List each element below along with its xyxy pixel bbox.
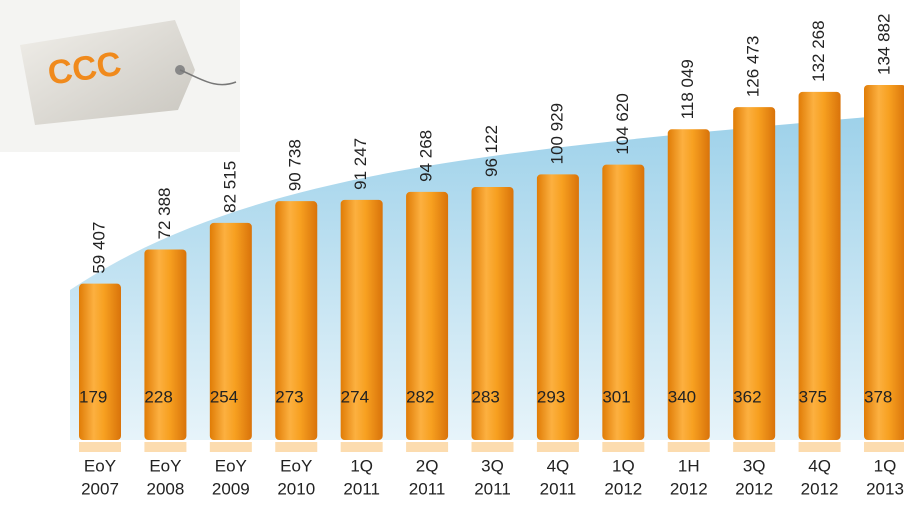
bar-reflection [471, 442, 514, 452]
x-tick-label: 2012 [604, 479, 642, 498]
x-tick-label: 2011 [343, 479, 380, 498]
x-tick-label: 2013 [866, 479, 904, 498]
bar-reflection [340, 442, 383, 452]
store-count: 274 [341, 387, 369, 406]
store-count: 254 [210, 387, 238, 406]
value-label: 91 247 [351, 138, 370, 190]
x-tick-label: 4Q [808, 456, 831, 475]
bar [275, 201, 318, 440]
x-tick-label: 3Q [743, 456, 766, 475]
x-tick-label: EoY [149, 456, 181, 475]
bar [667, 129, 710, 440]
x-tick-label: 3Q [481, 456, 504, 475]
store-count: 293 [537, 387, 565, 406]
bar-reflection [667, 442, 710, 452]
x-tick-label: 2012 [670, 479, 708, 498]
value-label: 90 738 [286, 139, 305, 191]
store-count: 378 [864, 387, 892, 406]
store-count: 362 [733, 387, 761, 406]
store-count: 283 [472, 387, 500, 406]
value-label: 132 268 [809, 20, 828, 81]
bar [471, 187, 514, 440]
x-tick-label: 2012 [801, 479, 839, 498]
bar-reflection [602, 442, 645, 452]
value-label: 96 122 [482, 125, 501, 177]
store-count: 228 [144, 387, 172, 406]
bar [733, 107, 776, 440]
value-label: 100 929 [547, 103, 566, 164]
x-tick-label: EoY [215, 456, 247, 475]
x-tick-label: 2009 [212, 479, 250, 498]
x-tick-label: 2008 [147, 479, 185, 498]
value-label: 134 882 [874, 14, 893, 75]
store-count: 340 [668, 387, 696, 406]
bar [406, 191, 449, 440]
store-count: 179 [79, 387, 107, 406]
value-label: 59 407 [89, 222, 108, 274]
store-count: 375 [799, 387, 827, 406]
logo-tag [20, 20, 195, 125]
x-tick-label: 1H [678, 456, 700, 475]
bar [340, 199, 383, 440]
x-tick-label: 2010 [277, 479, 315, 498]
bar-reflection [798, 442, 841, 452]
value-label: 104 620 [613, 93, 632, 154]
bar [536, 174, 579, 440]
bar-reflection [864, 442, 904, 452]
value-label: 94 268 [417, 130, 436, 182]
store-count: 273 [275, 387, 303, 406]
bar-reflection [144, 442, 187, 452]
bar-reflection [275, 442, 318, 452]
x-tick-label: EoY [84, 456, 116, 475]
bar [864, 85, 904, 440]
x-tick-label: 2011 [474, 479, 511, 498]
bar-reflection [733, 442, 776, 452]
x-tick-label: 2012 [735, 479, 773, 498]
x-tick-label: 2007 [81, 479, 119, 498]
value-label: 82 515 [220, 161, 239, 213]
bar [602, 164, 645, 441]
x-tick-label: 4Q [547, 456, 570, 475]
value-label: 118 049 [678, 59, 697, 119]
bar [79, 283, 121, 440]
logo: CCC [0, 0, 240, 152]
x-tick-label: 2Q [416, 456, 439, 475]
bar-reflection [536, 442, 579, 452]
x-tick-label: 2011 [540, 479, 577, 498]
store-count: 301 [602, 387, 630, 406]
bar-reflection [209, 442, 252, 452]
x-tick-label: 1Q [874, 456, 897, 475]
bar [798, 91, 841, 440]
value-label: 72 388 [155, 187, 174, 239]
value-label: 126 473 [744, 36, 763, 97]
x-tick-label: 1Q [612, 456, 635, 475]
bar [209, 222, 252, 440]
x-tick-label: 1Q [350, 456, 373, 475]
bar-reflection [406, 442, 449, 452]
bar [144, 249, 187, 440]
store-count: 282 [406, 387, 434, 406]
x-tick-label: EoY [280, 456, 312, 475]
x-tick-label: 2011 [409, 479, 446, 498]
bar-reflection [79, 442, 121, 452]
